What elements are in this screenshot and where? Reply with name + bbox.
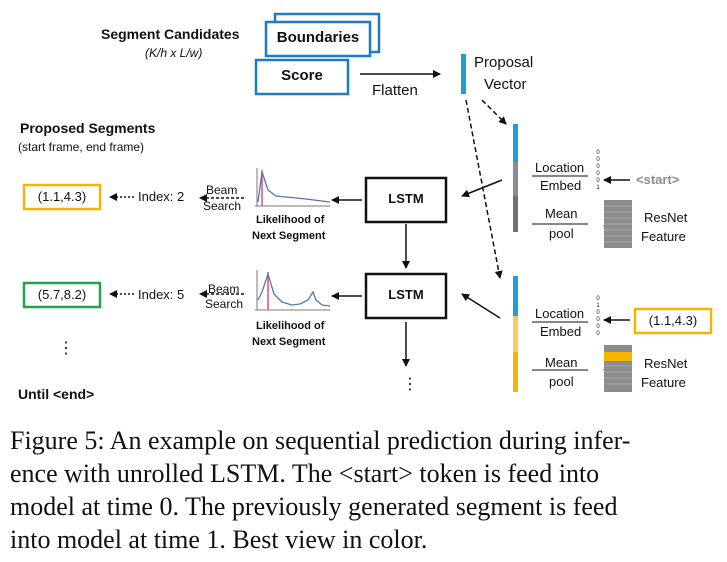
caption-line-4: into model at time 1. Best view in color… bbox=[10, 525, 428, 554]
input-vector-2-pool bbox=[513, 352, 518, 392]
bit: 0 bbox=[596, 171, 600, 177]
bit: 0 bbox=[596, 178, 600, 184]
lstm-box-1 bbox=[364, 176, 448, 224]
proposal-label: Proposal bbox=[474, 54, 534, 71]
search-label-2: Search bbox=[205, 297, 244, 311]
caption-line-2: ence with unrolled LSTM. The <start> tok… bbox=[10, 459, 600, 488]
input-vector-1-location bbox=[513, 162, 518, 196]
bit: 0 bbox=[596, 164, 600, 170]
segment-value-2: (5.7,8.2) bbox=[37, 287, 87, 302]
location-label-2: Location bbox=[535, 306, 585, 321]
next-segment-label-1: Next Segment bbox=[252, 230, 326, 242]
feature-label-2: Feature bbox=[641, 375, 686, 390]
proposal-vector-bar bbox=[461, 54, 466, 94]
bit: 0 bbox=[596, 157, 600, 163]
likelihood-plot-2 bbox=[255, 270, 331, 311]
lstm-label-2: LSTM bbox=[388, 287, 424, 302]
lstm-box-2 bbox=[364, 272, 448, 320]
likelihood-label-2: Likelihood of bbox=[256, 320, 325, 332]
embed-label-2: Embed bbox=[540, 324, 582, 339]
input-segment-value: (1.1,4.3) bbox=[648, 313, 698, 328]
boundaries-box bbox=[264, 20, 372, 58]
proposal-dashed-arrow-1 bbox=[481, 99, 507, 125]
lstm-ellipsis: ⋮ bbox=[402, 376, 418, 393]
score-box bbox=[254, 58, 350, 96]
embed-label-1: Embed bbox=[540, 178, 582, 193]
beam-label-1: Beam bbox=[206, 183, 238, 197]
next-segment-label-2: Next Segment bbox=[252, 336, 326, 348]
bit: 0 bbox=[596, 310, 600, 316]
boundaries-label: Boundaries bbox=[276, 29, 360, 46]
vector-to-lstm-arrow-1 bbox=[461, 179, 503, 198]
resnet-label-2: ResNet bbox=[644, 356, 688, 371]
resnet-feature-1 bbox=[604, 200, 632, 248]
bit: 0 bbox=[596, 324, 600, 330]
mean-label-1: Mean bbox=[545, 206, 578, 221]
proposed-segments-title: Proposed Segments bbox=[20, 120, 156, 136]
beam-label-2: Beam bbox=[208, 282, 240, 296]
one-hot-bits-1: 0 0 0 0 0 1 bbox=[594, 150, 602, 192]
resnet-label-1: ResNet bbox=[644, 210, 688, 225]
segment-value-1: (1.1,4.3) bbox=[37, 189, 87, 204]
one-hot-bits-2: 0 1 0 0 0 0 bbox=[594, 296, 602, 338]
input-vector-1-proposal bbox=[513, 124, 518, 162]
segments-ellipsis: ⋮ bbox=[58, 340, 74, 357]
score-label: Score bbox=[281, 67, 323, 84]
bit: 1 bbox=[596, 185, 600, 191]
proposal-dashed-arrow-2 bbox=[465, 99, 503, 279]
segment-candidates-subtitle: (K/h x L/w) bbox=[145, 46, 203, 60]
vector-to-lstm-arrow-2 bbox=[461, 293, 501, 319]
segment-candidates-title: Segment Candidates bbox=[101, 26, 240, 42]
bit: 0 bbox=[596, 317, 600, 323]
start-token: <start> bbox=[636, 172, 680, 187]
likelihood-plot-1 bbox=[255, 168, 331, 207]
input-segment-box bbox=[633, 307, 713, 335]
search-label-1: Search bbox=[203, 199, 242, 213]
feature-label-1: Feature bbox=[641, 229, 686, 244]
input-vector-1-pool bbox=[513, 196, 518, 232]
lstm-label-1: LSTM bbox=[388, 191, 424, 206]
resnet-feature-2 bbox=[604, 348, 632, 392]
pool-label-2: pool bbox=[549, 374, 574, 389]
caption-line-3: model at time 0. The previously generate… bbox=[10, 492, 618, 521]
input-vector-2-proposal bbox=[513, 276, 518, 316]
likelihood-label-1: Likelihood of bbox=[256, 214, 325, 226]
segment-box-2 bbox=[22, 281, 102, 309]
location-label-1: Location bbox=[535, 160, 585, 175]
index-label-2: Index: 5 bbox=[138, 287, 185, 302]
input-vector-2-location bbox=[513, 316, 518, 352]
segment-box-1 bbox=[22, 183, 102, 211]
figure-caption: Figure 5: An example on sequential predi… bbox=[10, 424, 720, 556]
resnet-feature-2-top bbox=[604, 345, 632, 349]
caption-line-1: Figure 5: An example on sequential predi… bbox=[10, 426, 631, 455]
pool-label-1: pool bbox=[549, 226, 574, 241]
bit: 0 bbox=[596, 150, 600, 156]
bit: 0 bbox=[596, 296, 600, 302]
until-end-label: Until <end> bbox=[18, 386, 95, 402]
proposed-segments-subtitle: (start frame, end frame) bbox=[18, 140, 145, 154]
vector-label: Vector bbox=[484, 76, 527, 93]
index-label-1: Index: 2 bbox=[138, 189, 185, 204]
bit: 0 bbox=[596, 331, 600, 337]
bit: 1 bbox=[596, 303, 600, 309]
flatten-label: Flatten bbox=[372, 82, 418, 99]
diagram-canvas bbox=[22, 12, 713, 392]
mean-label-2: Mean bbox=[545, 355, 578, 370]
